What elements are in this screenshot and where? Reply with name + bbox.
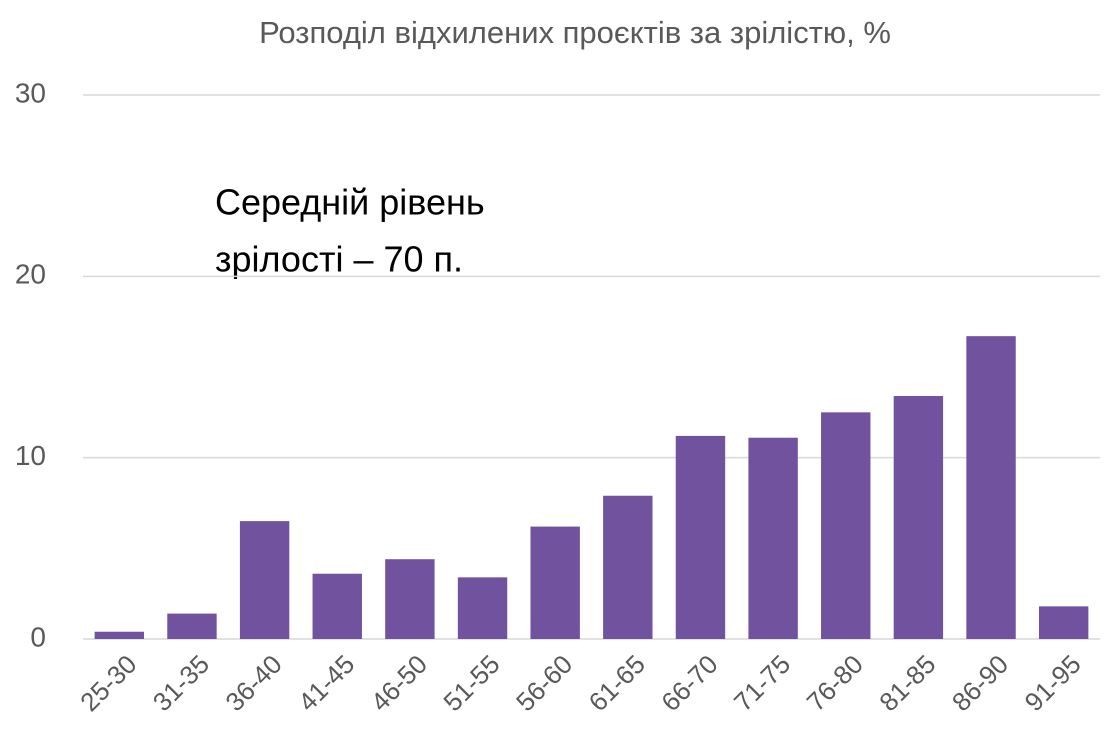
annotation: Середній рівень bbox=[215, 182, 485, 223]
y-tick-label: 0 bbox=[30, 621, 46, 652]
x-tick-label: 36-40 bbox=[219, 649, 287, 717]
x-tick-label: 71-75 bbox=[728, 649, 796, 717]
x-tick-label: 76-80 bbox=[801, 649, 869, 717]
bar bbox=[530, 526, 580, 639]
x-tick-label: 25-30 bbox=[74, 649, 142, 717]
bar bbox=[167, 613, 217, 639]
y-tick-label: 20 bbox=[15, 259, 46, 290]
annotation: зрілості – 70 п. bbox=[215, 239, 463, 280]
bar bbox=[603, 495, 653, 639]
y-tick-label: 10 bbox=[15, 440, 46, 471]
bar bbox=[385, 559, 435, 639]
x-tick-label: 81-85 bbox=[873, 649, 941, 717]
x-tick-label: 56-60 bbox=[510, 649, 578, 717]
bar bbox=[312, 573, 362, 639]
bar bbox=[748, 437, 798, 639]
y-tick-label: 30 bbox=[15, 77, 46, 108]
x-tick-label: 46-50 bbox=[365, 649, 433, 717]
bar bbox=[457, 577, 508, 639]
bar bbox=[821, 412, 871, 639]
chart-title: Розподіл відхилених проєктів за зрілістю… bbox=[259, 15, 891, 50]
bar bbox=[239, 521, 290, 639]
x-tick-label: 41-45 bbox=[292, 649, 360, 717]
bar bbox=[893, 396, 944, 639]
bar bbox=[94, 631, 145, 639]
x-tick-label: 31-35 bbox=[147, 649, 215, 717]
x-tick-label: 51-55 bbox=[437, 649, 505, 717]
x-tick-label: 91-95 bbox=[1019, 649, 1087, 717]
x-tick-label: 66-70 bbox=[655, 649, 723, 717]
x-tick-label: 86-90 bbox=[946, 649, 1014, 717]
bar bbox=[675, 435, 726, 639]
bar bbox=[966, 336, 1016, 639]
bar bbox=[1038, 606, 1089, 639]
x-tick-label: 61-65 bbox=[583, 649, 651, 717]
